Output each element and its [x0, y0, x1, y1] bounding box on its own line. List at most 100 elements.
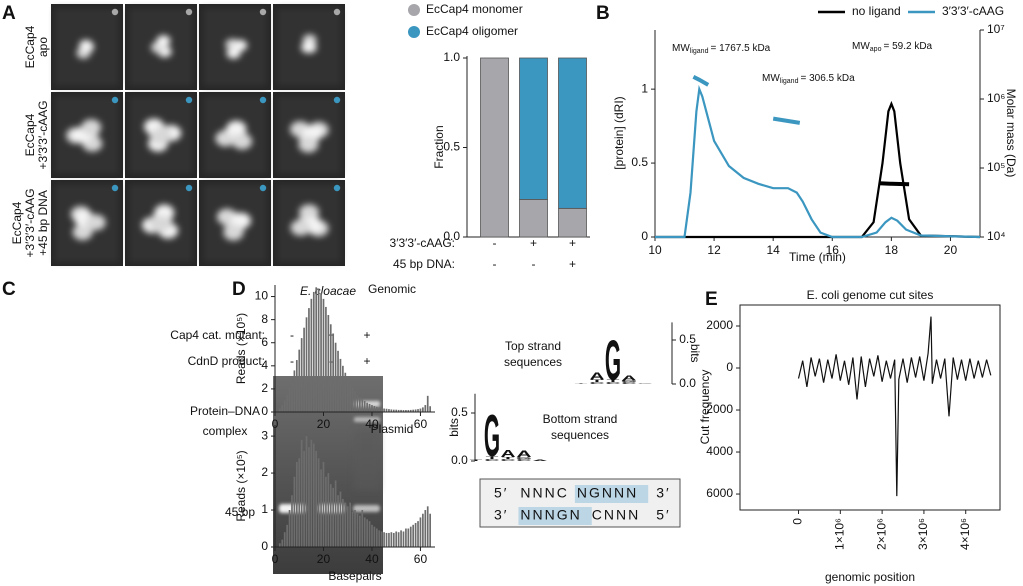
annotation-sub: apo: [870, 46, 882, 53]
histogram-bar: [329, 484, 332, 547]
x-tick-label: 0: [791, 518, 805, 525]
row-label: +3′3′3′-cAAG: [23, 188, 37, 257]
gel-row-label: CdnD product:: [188, 354, 265, 368]
particle: [225, 38, 248, 59]
y-tick-label: 4: [261, 358, 268, 372]
y-tick-label: 0.0: [679, 376, 696, 390]
histogram-bar: [356, 394, 359, 412]
logo-letter: C: [500, 459, 515, 462]
logo-title: Bottom strand: [543, 412, 618, 426]
annotation-sub: ligand: [780, 78, 799, 85]
histogram-bar: [375, 528, 378, 547]
sequence-segment: NNNGN: [520, 507, 581, 523]
histogram-bar: [349, 502, 351, 547]
histogram-bar: [308, 308, 310, 412]
x-tick-label: 3×10⁶: [916, 518, 930, 550]
histogram-bar: [337, 350, 339, 412]
annotation-main: MW: [852, 41, 870, 52]
histogram-bar: [279, 543, 281, 547]
y-tick-label: 1.0: [443, 50, 460, 64]
histogram-bar: [385, 408, 388, 412]
row-label: +3′3′3′-cAAG: [36, 100, 50, 169]
histogram-bar: [293, 476, 296, 547]
y-tick-label: 0: [641, 229, 648, 243]
image-marker: [185, 8, 193, 16]
x-tick-label: 0: [272, 552, 279, 566]
bar-segment: [519, 199, 548, 238]
histogram-bar: [380, 407, 383, 412]
annotation: MWligand = 1767.5 kDa: [672, 43, 771, 55]
y-axis-label: Fraction: [432, 125, 446, 168]
sequence-segment: NGNNN: [577, 485, 638, 501]
histogram-bar: [283, 400, 286, 412]
x-tick-label: 10: [648, 243, 662, 257]
histogram-bar: [359, 396, 361, 412]
y-tick-label: 3: [261, 428, 268, 442]
histogram-bar: [354, 510, 356, 547]
histogram-bar: [303, 327, 305, 412]
histogram-bar: [378, 407, 381, 412]
gel-row-value: +: [363, 328, 370, 342]
annotation-text: = 1767.5 kDa: [710, 43, 770, 54]
x-axis-label: Basepairs: [328, 569, 381, 583]
histogram-bar: [371, 405, 373, 412]
annotation-main: MW: [672, 43, 690, 54]
histogram-bar: [412, 524, 415, 547]
histogram-bar: [390, 532, 393, 547]
gel-row-label: Cap4 cat. mutant:: [170, 328, 265, 342]
logo-letter: C: [516, 459, 531, 462]
logo-title: sequences: [551, 428, 609, 442]
histogram-bar: [390, 409, 393, 412]
histogram-bar: [320, 293, 322, 412]
logo-letter: T: [591, 379, 604, 383]
histogram-bar: [397, 409, 400, 412]
x-tick-label: 18: [885, 243, 899, 257]
histogram-bar: [361, 399, 364, 412]
y-tick-label: 0: [261, 539, 268, 553]
y-tick-label: 0.0: [451, 453, 468, 467]
y2-tick-label: 10⁵: [987, 160, 1005, 174]
logo-letter: G: [605, 329, 621, 393]
cut-frequency-line: [797, 316, 992, 497]
row-label: EcCap4: [10, 201, 24, 244]
logo-letter: T: [486, 456, 499, 460]
histogram-bar: [380, 531, 383, 547]
logo-letter: A: [516, 449, 532, 459]
histogram-bar: [395, 531, 398, 547]
logo-letter: A: [500, 448, 515, 459]
particle: [290, 204, 329, 237]
row-label: EcCap4: [23, 113, 37, 156]
panel-letter: A: [2, 3, 16, 24]
histogram-bar: [414, 522, 417, 547]
density: [79, 39, 94, 52]
histogram-bar: [405, 410, 407, 412]
histogram-bar: [295, 360, 298, 412]
y-tick-label: 0.5: [451, 405, 468, 419]
bar-segment: [558, 57, 587, 209]
histogram-title: Genomic: [368, 282, 416, 296]
histogram-bar: [346, 378, 349, 412]
histogram-bar: [288, 510, 291, 547]
chart-title: E. coli genome cut sites: [807, 288, 934, 302]
y-axis-label: Reads (×10⁵): [234, 450, 248, 521]
particle: [66, 119, 103, 152]
particle: [215, 120, 253, 150]
histogram-bar: [298, 349, 301, 412]
histogram-bar: [315, 287, 318, 412]
density: [151, 215, 172, 232]
y-tick-label: 4000: [706, 444, 733, 458]
x-tick-label: 20: [317, 417, 331, 431]
histogram-bar: [308, 447, 310, 547]
histogram-bar: [342, 498, 344, 547]
histogram-bar: [334, 342, 337, 412]
image-marker: [259, 8, 267, 16]
histogram-bar: [397, 532, 400, 547]
particle: [217, 208, 252, 241]
histogram-bar: [332, 487, 335, 547]
density: [156, 35, 171, 47]
histogram-bar: [400, 409, 402, 412]
density: [72, 224, 93, 241]
histogram-bar: [361, 510, 364, 547]
logo-letter: T: [502, 457, 515, 460]
histogram-bar: [325, 476, 327, 547]
